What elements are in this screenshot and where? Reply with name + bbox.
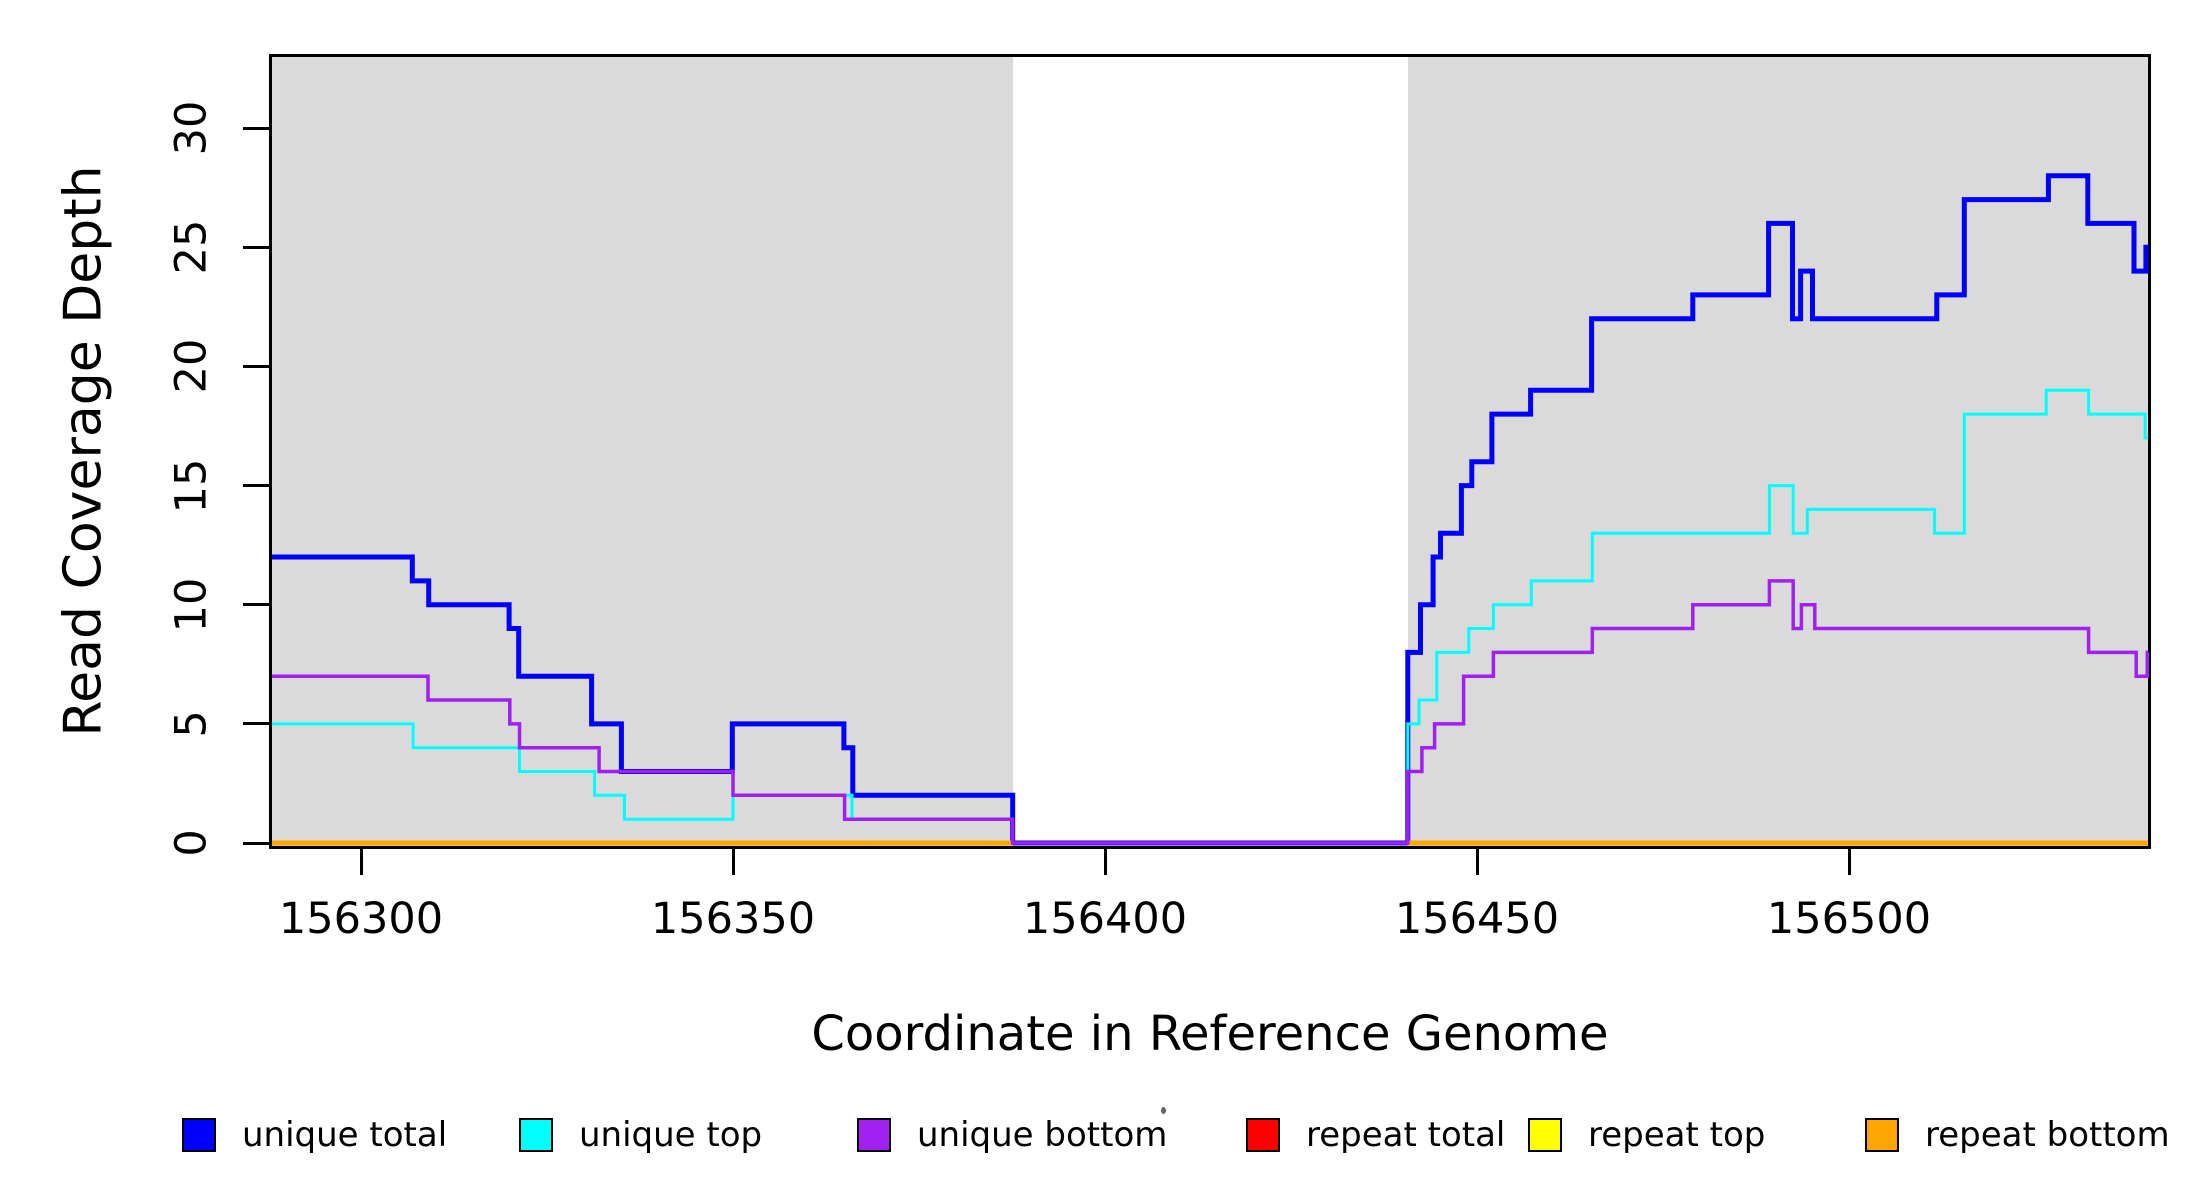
legend-label-unique-top: unique top <box>579 1115 763 1155</box>
x-tick-156300 <box>359 849 363 875</box>
plot-area <box>269 54 2151 849</box>
legend-item-unique-total: unique total <box>182 1118 447 1152</box>
legend-item-repeat-bottom: repeat bottom <box>1865 1118 2170 1152</box>
y-tick-label-15: 15 <box>166 458 217 513</box>
legend-swatch-repeat-top <box>1528 1118 1562 1152</box>
x-tick-156450 <box>1475 849 1479 875</box>
legend-swatch-unique-top <box>519 1118 553 1152</box>
x-axis-title: Coordinate in Reference Genome <box>811 1006 1609 1062</box>
legend-item-unique-bottom: unique bottom <box>857 1118 1167 1152</box>
x-tick-label-156500: 156500 <box>1766 894 1932 944</box>
x-tick-156500 <box>1847 849 1851 875</box>
y-tick-label-5: 5 <box>166 710 217 738</box>
x-tick-label-156350: 156350 <box>650 894 816 944</box>
y-tick-20 <box>243 364 270 368</box>
legend-label-repeat-total: repeat total <box>1306 1115 1506 1155</box>
y-tick-25 <box>243 245 270 249</box>
y-tick-10 <box>243 603 270 607</box>
y-tick-label-10: 10 <box>166 577 217 633</box>
legend-item-repeat-total: repeat total <box>1246 1118 1505 1152</box>
highlight-region-1 <box>272 57 1013 846</box>
x-tick-label-156400: 156400 <box>1022 894 1188 944</box>
legend-label-unique-bottom: unique bottom <box>917 1115 1168 1155</box>
legend-swatch-unique-total <box>182 1118 216 1152</box>
y-tick-label-30: 30 <box>166 100 217 156</box>
y-tick-15 <box>243 484 270 488</box>
y-axis-title: Read Coverage Depth <box>53 165 114 737</box>
legend-item-repeat-top: repeat top <box>1528 1118 1765 1152</box>
x-tick-156400 <box>1103 849 1107 875</box>
y-tick-label-20: 20 <box>166 339 217 394</box>
legend-item-unique-top: unique top <box>519 1118 762 1152</box>
legend-label-repeat-bottom: repeat bottom <box>1925 1115 2170 1155</box>
x-tick-label-156300: 156300 <box>278 894 444 944</box>
legend-label-unique-total: unique total <box>242 1115 448 1155</box>
y-tick-30 <box>243 126 270 130</box>
legend-swatch-repeat-total <box>1246 1118 1280 1152</box>
legend: unique total unique top unique bottom repea… <box>0 0 2200 1152</box>
legend-label-repeat-top: repeat top <box>1588 1115 1766 1155</box>
y-tick-label-0: 0 <box>166 829 217 857</box>
x-tick-156350 <box>731 849 735 875</box>
legend-swatch-repeat-bottom <box>1865 1118 1899 1152</box>
stray-mark <box>1161 1107 1166 1114</box>
y-tick-label-25: 25 <box>166 219 217 275</box>
x-tick-label-156450: 156450 <box>1394 894 1560 944</box>
legend-swatch-unique-bottom <box>857 1118 891 1152</box>
highlight-region-2 <box>1407 57 2148 846</box>
y-tick-0 <box>243 841 270 845</box>
y-tick-5 <box>243 722 270 726</box>
